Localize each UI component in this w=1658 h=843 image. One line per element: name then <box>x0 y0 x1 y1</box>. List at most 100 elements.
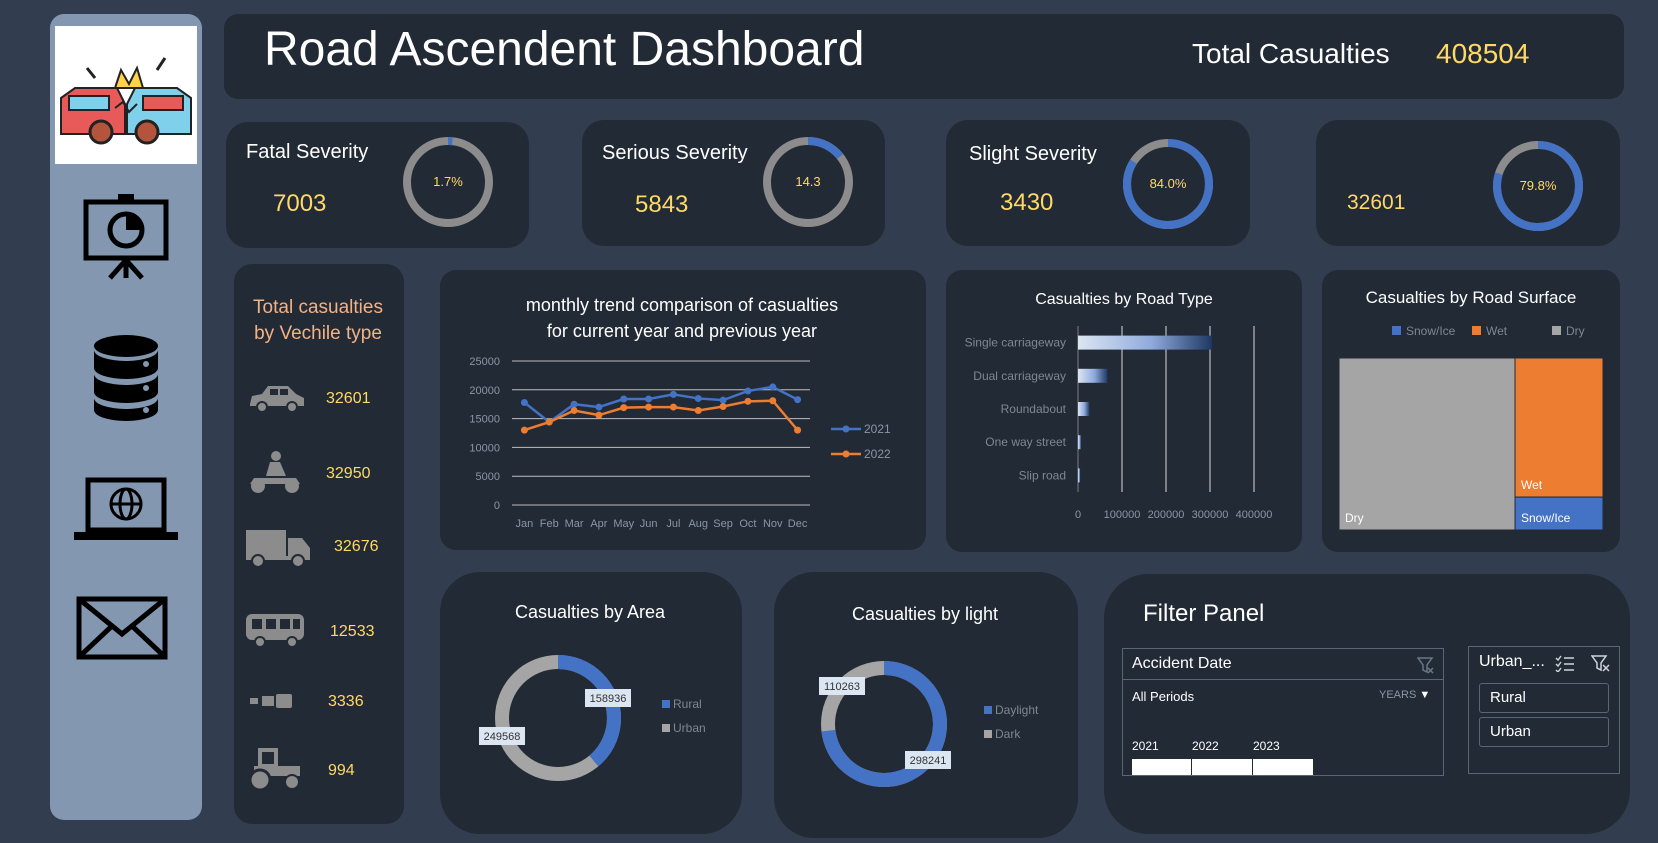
data-point-2021 <box>669 390 677 398</box>
slicer-option-urban[interactable]: Urban <box>1479 717 1609 747</box>
x-tick-label: Jul <box>666 518 680 530</box>
legend-label-2022: 2022 <box>864 447 891 461</box>
kpi-serious-label: Serious Severity <box>602 142 748 164</box>
database-icon[interactable] <box>92 334 160 427</box>
data-point-2022 <box>595 411 603 419</box>
timeline-bar-2021[interactable] <box>1132 759 1191 775</box>
year-label-2021: 2021 <box>1132 739 1159 753</box>
legend-marker-2022 <box>842 450 850 458</box>
multi-select-icon[interactable] <box>1555 654 1575 672</box>
road-surface-treemap: Snow/Ice Wet Dry Dry Wet Snow/Ice <box>1338 324 1604 531</box>
total-casualties-label: Total Casualties <box>1192 38 1390 69</box>
date-unit-dropdown[interactable]: YEARS ▼ <box>1379 689 1430 701</box>
vehicle-tractor-value: 994 <box>328 762 355 779</box>
vehicle-title-line2: by Vechile type <box>254 323 382 344</box>
timeline-bar-2023[interactable] <box>1253 759 1313 775</box>
timeline-bar-2022[interactable] <box>1192 759 1252 775</box>
x-tick-label: Mar <box>565 518 584 530</box>
x-tick-label: Aug <box>688 518 708 530</box>
data-label-box <box>819 677 865 695</box>
legend-label: Dark <box>995 727 1021 741</box>
tractor-icon <box>248 748 300 792</box>
vehicle-motorcycle-value: 32950 <box>326 465 371 482</box>
legend-label-2021: 2021 <box>864 422 891 436</box>
x-tick-label: Apr <box>590 518 607 530</box>
data-point-2022 <box>520 426 528 434</box>
total-casualties-value: 408504 <box>1436 38 1530 69</box>
slicer-option-rural[interactable]: Rural <box>1479 683 1609 713</box>
truck-icon <box>246 530 310 568</box>
kpi-donut-fill <box>403 137 493 227</box>
area-chart-title: Casualties by Area <box>514 602 666 622</box>
data-point-2021 <box>769 383 777 391</box>
treemap-tile-snow <box>1514 496 1604 531</box>
clear-filter-icon[interactable] <box>1417 656 1435 674</box>
y-tick-label: Single carriageway <box>965 336 1066 350</box>
data-point-2021 <box>595 403 603 411</box>
legend-label: Snow/Ice <box>1406 324 1456 338</box>
kpi-card-slight <box>946 120 1250 246</box>
data-label-box <box>479 727 525 745</box>
clear-filter-icon[interactable] <box>1591 654 1611 672</box>
data-point-2021 <box>520 398 528 406</box>
y-tick-label: 15000 <box>469 414 500 426</box>
data-point-2022 <box>719 403 727 411</box>
data-label-box <box>585 689 631 707</box>
trend-line-chart: 0 5000 10000 15000 20000 25000 Jan Feb Mar Apr May… <box>469 356 891 530</box>
road-type-bar <box>1078 435 1082 450</box>
kpi-slight-label: Slight Severity <box>969 143 1097 165</box>
treemap-label-snow: Snow/Ice <box>1521 511 1571 525</box>
car-icon <box>250 386 304 413</box>
legend-swatch <box>662 700 670 708</box>
data-point-2022 <box>620 404 628 412</box>
other-vehicle-icon <box>250 694 292 708</box>
year-label-2022: 2022 <box>1192 739 1219 753</box>
kpi-car-pct: 79.8% <box>1520 178 1557 193</box>
legend-swatch <box>1472 326 1481 335</box>
legend-swatch <box>984 706 992 714</box>
kpi-slight-pct: 84.0% <box>1150 176 1187 191</box>
road-type-bar <box>1078 368 1108 383</box>
x-tick-label: 400000 <box>1236 509 1273 521</box>
kpi-slight-donut: 84.0% <box>1123 139 1213 229</box>
legend-marker-2021 <box>842 425 850 433</box>
year-label-2023: 2023 <box>1253 739 1280 753</box>
legend-swatch <box>1552 326 1561 335</box>
data-point-2022 <box>794 426 802 434</box>
date-slicer-divider <box>1123 679 1443 680</box>
kpi-car-donut: 79.8% <box>1493 141 1583 231</box>
data-point-2022 <box>545 418 553 426</box>
date-slicer: Accident Date All Periods YEARS ▼ 2021 2… <box>1122 648 1444 776</box>
area-slicer: Urban_... Rural Urban <box>1468 646 1620 774</box>
header-panel <box>224 14 1624 99</box>
presentation-chart-icon[interactable] <box>80 194 172 285</box>
date-period-label: All Periods <box>1132 689 1195 704</box>
laptop-globe-icon[interactable] <box>74 476 178 547</box>
filter-panel-title: Filter Panel <box>1143 600 1265 627</box>
x-tick-label: Nov <box>763 518 783 530</box>
series-line-2021 <box>523 385 799 424</box>
date-slicer-header: Accident Date <box>1132 655 1232 672</box>
x-tick-label: Jan <box>516 518 534 530</box>
road-type-bar-chart: 0 100000 200000 300000 400000 Single carriage… <box>965 326 1273 521</box>
trend-chart-panel <box>440 270 926 550</box>
vehicle-bus-value: 12533 <box>330 623 375 640</box>
mail-icon[interactable] <box>76 596 168 665</box>
road-type-bar <box>1078 468 1081 483</box>
legend-swatch <box>1392 326 1401 335</box>
motorcycle-icon <box>250 451 300 493</box>
y-tick-label: Roundabout <box>1001 402 1067 416</box>
x-tick-label: Jun <box>640 518 658 530</box>
data-point-2022 <box>769 397 777 405</box>
data-point-2021 <box>794 396 802 404</box>
legend-label: Dry <box>1566 324 1585 338</box>
data-label: 158936 <box>590 693 627 705</box>
bus-icon <box>246 614 304 648</box>
y-tick-label: Slip road <box>1019 468 1066 482</box>
car-crash-logo-icon <box>60 57 192 145</box>
data-point-2021 <box>620 395 628 403</box>
kpi-fatal-value: 7003 <box>273 190 327 217</box>
area-donut-chart: Rural Urban 158936 249568 <box>479 655 706 781</box>
legend-swatch <box>662 724 670 732</box>
legend-label: Urban <box>673 721 706 735</box>
